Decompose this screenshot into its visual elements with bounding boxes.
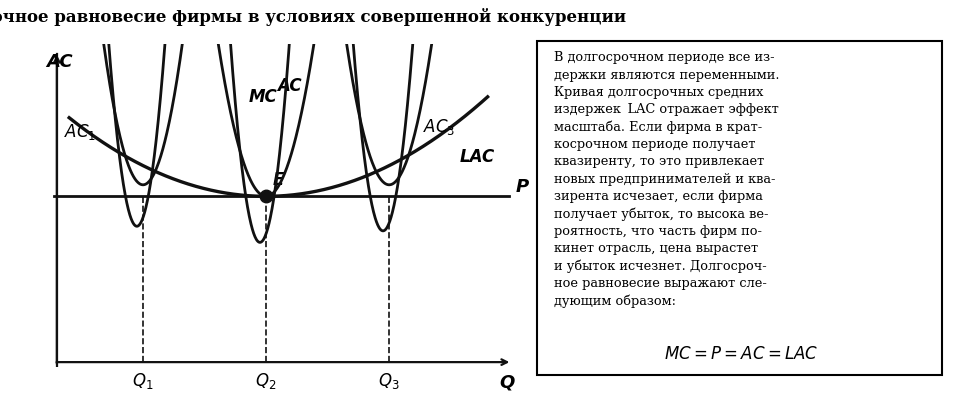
Text: LAC: LAC [460, 148, 495, 166]
Text: $AC_1$: $AC_1$ [64, 122, 97, 142]
FancyBboxPatch shape [537, 41, 942, 375]
Text: Q: Q [500, 374, 515, 392]
Text: AC: AC [46, 53, 72, 71]
Text: $Q_2$: $Q_2$ [255, 371, 276, 391]
Text: $AC_3$: $AC_3$ [423, 117, 455, 137]
Text: Долгосрочное равновесие фирмы в условиях совершенной конкуренции: Долгосрочное равновесие фирмы в условиях… [0, 8, 626, 26]
Text: MC: MC [249, 88, 277, 106]
Text: P: P [516, 178, 529, 196]
Text: E: E [273, 171, 283, 189]
Text: $MC = P = AC = LAC$: $MC = P = AC = LAC$ [664, 346, 819, 363]
Text: AC: AC [277, 77, 301, 95]
Text: $Q_1$: $Q_1$ [132, 371, 154, 391]
Text: В долгосрочном периоде все из-
держки являются переменными.
Кривая долгосрочных : В долгосрочном периоде все из- держки яв… [554, 52, 780, 308]
Text: $Q_3$: $Q_3$ [378, 371, 400, 391]
